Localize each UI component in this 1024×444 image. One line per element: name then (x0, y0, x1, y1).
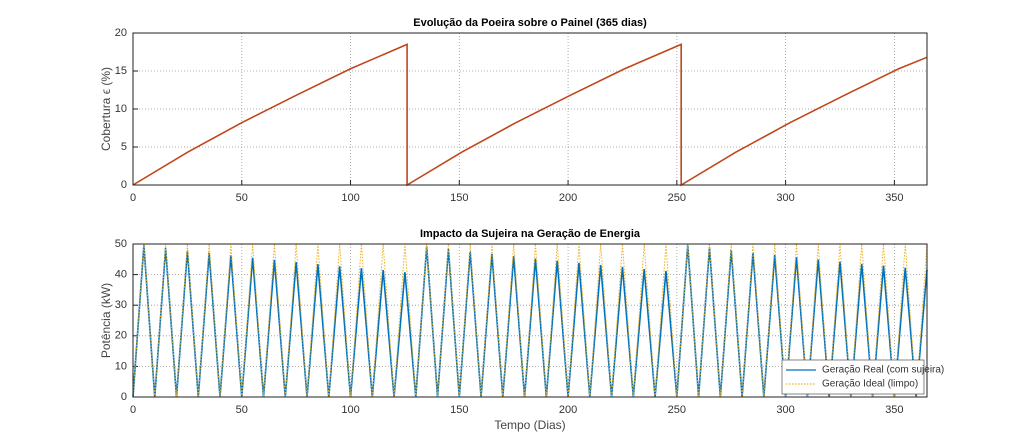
x-tick-label: 300 (776, 404, 794, 416)
x-tick-label: 250 (668, 404, 686, 416)
y-tick-label: 10 (115, 103, 127, 115)
axes-frame (132, 243, 928, 398)
y-tick-label: 20 (115, 330, 127, 342)
x-tick-label: 150 (450, 192, 468, 204)
y-tick-label: 50 (115, 238, 127, 250)
series-line (132, 243, 928, 398)
y-tick-label: 0 (121, 179, 127, 191)
chart-title: Evolução da Poeira sobre o Painel (365 d… (413, 17, 647, 29)
x-tick-label: 250 (668, 192, 686, 204)
chart-title: Impacto da Sujeira na Geração de Energia (420, 228, 641, 240)
x-axis-label: Tempo (Dias) (494, 418, 565, 432)
x-tick-label: 50 (236, 192, 248, 204)
y-tick-label: 10 (115, 360, 127, 372)
legend-label: Geração Real (com sujeira) (822, 365, 944, 376)
y-axis-label: Cobertura ϵ (%) (99, 67, 113, 151)
x-tick-label: 100 (341, 192, 359, 204)
y-tick-label: 0 (121, 391, 127, 403)
x-tick-label: 50 (236, 404, 248, 416)
y-axis-label: Potência (kW) (99, 283, 113, 358)
x-tick-label: 0 (130, 192, 136, 204)
y-tick-label: 15 (115, 65, 127, 77)
x-tick-label: 350 (885, 192, 903, 204)
x-tick-label: 150 (450, 404, 468, 416)
y-tick-label: 30 (115, 299, 127, 311)
y-tick-label: 5 (121, 141, 127, 153)
legend-box (781, 359, 925, 395)
y-tick-label: 40 (115, 269, 127, 281)
x-tick-label: 0 (130, 404, 136, 416)
x-tick-label: 300 (776, 192, 794, 204)
x-tick-label: 200 (559, 192, 577, 204)
legend-label: Geração Ideal (limpo) (822, 379, 918, 390)
x-tick-label: 200 (559, 404, 577, 416)
series-line (132, 43, 928, 187)
x-tick-label: 350 (885, 404, 903, 416)
x-tick-label: 100 (341, 404, 359, 416)
axes-frame (132, 32, 928, 186)
y-tick-label: 20 (115, 27, 127, 39)
